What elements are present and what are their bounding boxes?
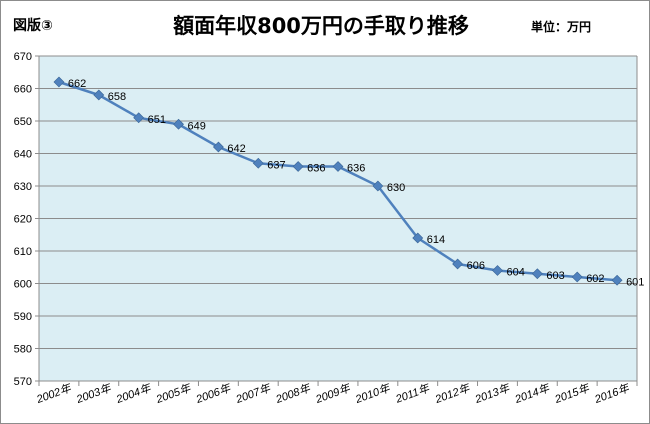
x-tick-label: 2014年 bbox=[512, 381, 552, 406]
x-tick-label: 2011年 bbox=[393, 381, 432, 406]
data-point bbox=[372, 180, 384, 192]
data-point bbox=[492, 265, 503, 276]
y-tick-label: 570 bbox=[14, 376, 32, 388]
y-tick-label: 620 bbox=[14, 214, 32, 226]
data-point bbox=[93, 89, 105, 101]
data-label: 636 bbox=[347, 163, 365, 175]
y-tick-label: 660 bbox=[14, 84, 32, 96]
y-tick-label: 580 bbox=[14, 344, 32, 356]
data-label: 602 bbox=[586, 273, 604, 285]
x-tick-label: 2005年 bbox=[154, 381, 194, 406]
y-tick-label: 610 bbox=[14, 246, 32, 258]
y-tick-label: 640 bbox=[14, 149, 32, 161]
x-tick-label: 2010年 bbox=[353, 381, 393, 406]
data-point bbox=[452, 258, 464, 270]
data-point bbox=[292, 161, 304, 172]
data-label: 651 bbox=[148, 114, 166, 126]
x-tick-label: 2015年 bbox=[552, 381, 592, 406]
data-point bbox=[173, 118, 184, 130]
data-label: 614 bbox=[427, 234, 445, 246]
chart-title: 額面年収800万円の手取り推移 bbox=[173, 14, 469, 38]
x-tick-label: 2004年 bbox=[114, 381, 154, 406]
data-label: 658 bbox=[108, 91, 126, 103]
data-label: 606 bbox=[467, 260, 485, 272]
x-tick-label: 2006年 bbox=[193, 381, 233, 406]
x-tick-label: 2016年 bbox=[592, 381, 632, 406]
data-label: 642 bbox=[227, 143, 245, 155]
y-tick-label: 630 bbox=[14, 181, 32, 193]
data-label: 601 bbox=[626, 276, 644, 288]
x-tick-label: 2003年 bbox=[74, 381, 114, 406]
data-label: 630 bbox=[387, 182, 405, 194]
x-tick-label: 2013年 bbox=[472, 381, 512, 406]
data-label: 662 bbox=[68, 78, 86, 90]
x-tick-label: 2008年 bbox=[273, 381, 313, 406]
data-point bbox=[412, 232, 424, 244]
data-label: 649 bbox=[188, 120, 206, 132]
data-point bbox=[212, 141, 224, 153]
data-point bbox=[332, 161, 344, 172]
data-point bbox=[531, 268, 543, 280]
unit-label: 単位：万円 bbox=[531, 20, 592, 34]
x-tick-label: 2009年 bbox=[313, 381, 353, 406]
y-tick-label: 600 bbox=[14, 279, 32, 291]
data-point bbox=[252, 157, 264, 169]
data-point bbox=[571, 271, 583, 283]
x-tick-label: 2007年 bbox=[233, 381, 273, 406]
y-tick-label: 590 bbox=[14, 311, 32, 323]
figure-label: 図版③ bbox=[13, 18, 53, 34]
y-tick-label: 670 bbox=[14, 51, 32, 63]
data-label: 604 bbox=[506, 267, 524, 279]
x-tick-label: 2012年 bbox=[433, 381, 473, 406]
data-label: 636 bbox=[307, 163, 325, 175]
y-tick-label: 650 bbox=[14, 116, 32, 128]
data-label: 637 bbox=[267, 159, 285, 171]
x-tick-label: 2002年 bbox=[34, 381, 74, 406]
data-point bbox=[53, 76, 65, 88]
data-point bbox=[611, 274, 623, 286]
data-label: 603 bbox=[546, 270, 564, 282]
data-point bbox=[133, 112, 145, 124]
